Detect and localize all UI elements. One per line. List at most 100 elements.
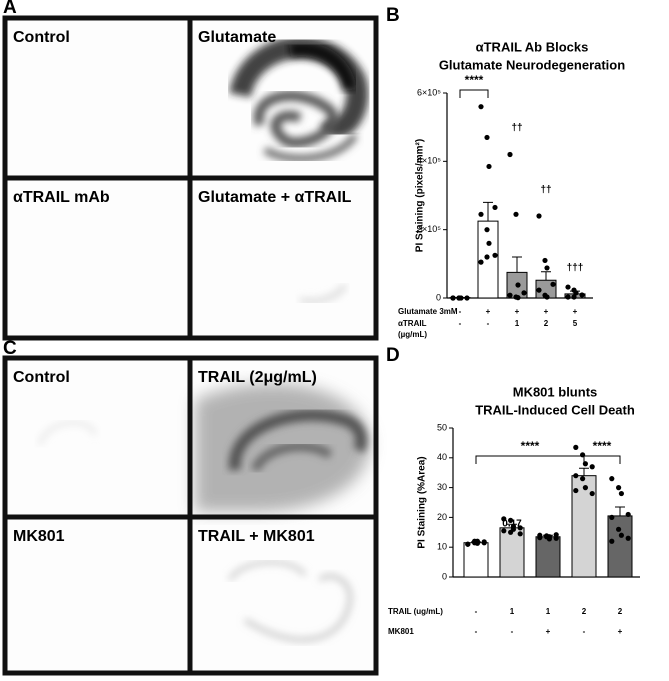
data-point [521,290,526,295]
image-grid-a [5,18,376,338]
data-point [590,491,595,496]
y-tick-label: 30 [437,482,447,492]
error-bar [579,468,589,475]
image-label: TRAIL + MK801 [198,528,315,545]
data-point [554,532,559,537]
y-tick-label: 0 [442,571,447,581]
panel-letter: A [3,0,17,18]
condition-cell: + [544,307,549,316]
significance-bracket [584,456,620,464]
error-bar [512,257,522,272]
data-point [550,282,555,287]
bar [608,516,632,577]
data-point [544,265,549,270]
error-bar [483,202,493,221]
condition-cell: 5 [573,319,578,328]
data-point [544,294,549,299]
y-tick-label: 50 [437,422,447,432]
data-point [484,254,489,259]
condition-label: αTRAIL [398,319,427,328]
image-grid-c [5,358,376,673]
condition-label: (µg/mL) [398,330,427,339]
data-point [492,253,497,258]
y-tick-label: 4×10⁵ [417,156,441,166]
data-point [507,293,512,298]
chart-title: TRAIL-Induced Cell Death [475,402,635,417]
annotation: †† [511,123,522,134]
condition-cell: - [511,627,514,636]
condition-cell: - [487,319,490,328]
y-tick-label: 6×10⁵ [417,87,441,97]
annotation: 0.17 [502,519,522,530]
data-point [547,536,552,541]
data-point [619,491,624,496]
data-point [484,227,489,232]
condition-label: MK801 [388,627,414,636]
significance-bracket [460,90,488,98]
y-tick-label: 40 [437,452,447,462]
y-tick-label: 10 [437,542,447,552]
data-point [484,135,489,140]
data-point [478,260,483,265]
chart-title: αTRAIL Ab Blocks [476,39,589,54]
significance-label: **** [521,439,540,453]
panel-letter: B [386,5,400,26]
data-point [542,258,547,263]
data-point [486,164,491,169]
bar [536,537,560,577]
image-label: Glutamate + αTRAIL [198,189,352,206]
data-point [565,294,570,299]
condition-cell: 2 [544,319,549,328]
panel-letter: D [386,345,400,366]
data-point [580,476,585,481]
data-point [616,485,621,490]
data-point [626,512,631,517]
image-label: Control [13,29,70,46]
data-point [573,488,578,493]
data-point [537,535,542,540]
data-point [583,485,588,490]
data-point [465,542,470,547]
image-label: Control [13,369,70,386]
data-point [507,152,512,157]
image-label: Glutamate [198,29,276,46]
condition-cell: - [475,627,478,636]
data-point [626,536,631,541]
image-label: TRAIL (2μg/mL) [198,369,317,386]
data-point [450,295,455,300]
condition-cell: + [573,307,578,316]
panel-letter: C [3,338,17,359]
significance-bracket [476,456,584,464]
condition-cell: 1 [546,607,551,616]
data-point [518,531,523,536]
y-tick-label: 2×10⁵ [417,224,441,234]
condition-cell: 2 [618,607,623,616]
data-point [571,294,576,299]
data-point [616,527,621,532]
y-tick-label: 0 [436,292,441,302]
data-point [492,205,497,210]
data-point [573,473,578,478]
significance-label: **** [465,73,484,87]
data-point [515,282,520,287]
data-point [475,541,480,546]
condition-cell: + [515,307,520,316]
data-point [609,539,614,544]
condition-cell: + [618,627,623,636]
data-point [565,284,570,289]
annotation: ††† [567,263,584,274]
condition-label: Glutamate 3mM [398,307,458,316]
significance-label: **** [593,439,612,453]
condition-cell: + [546,627,551,636]
condition-cell: 2 [582,607,587,616]
data-point [486,241,491,246]
condition-cell: 1 [515,319,520,328]
data-point [456,295,461,300]
data-point [515,295,520,300]
data-point [579,292,584,297]
error-bar [615,507,625,516]
image-label: MK801 [13,528,65,545]
condition-cell: 1 [510,607,515,616]
